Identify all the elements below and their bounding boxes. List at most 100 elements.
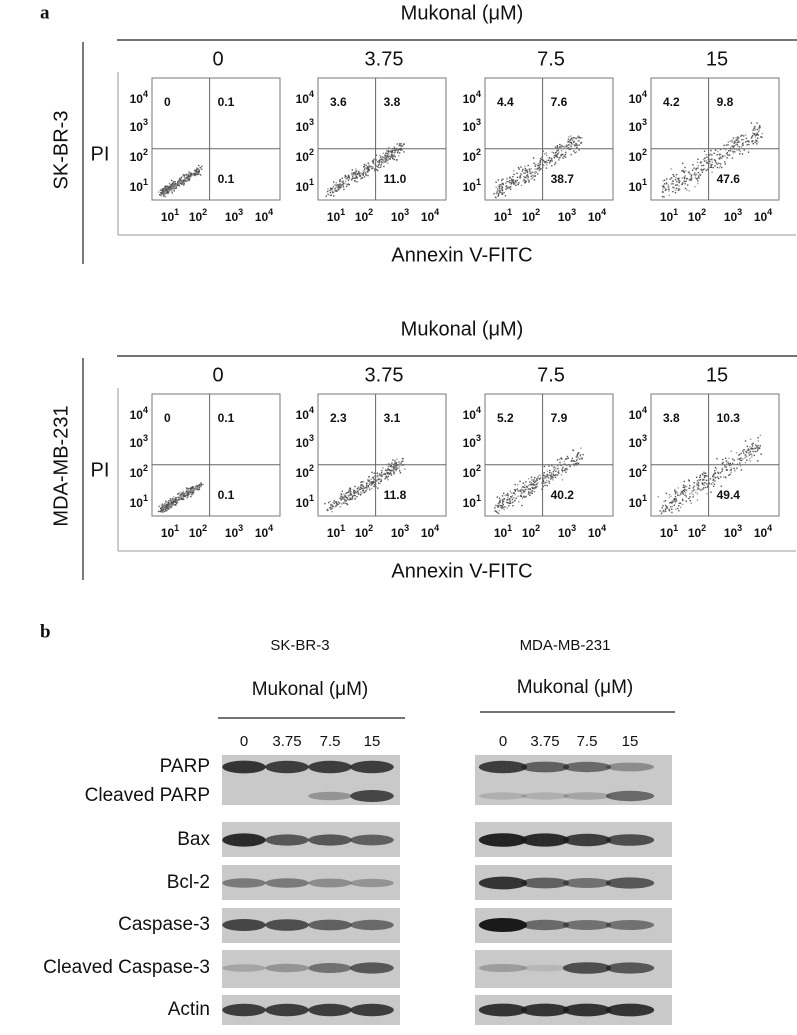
event-dot [683,480,685,483]
tick-exponent: 2 [143,147,148,157]
event-dot [561,467,564,470]
event-dot [571,457,573,460]
event-dot [388,469,390,471]
event-dot [174,499,176,501]
event-dot [674,501,677,504]
event-dot [528,181,530,183]
event-dot [702,483,704,485]
band [265,963,309,973]
event-dot [498,502,500,505]
event-dot [328,189,330,192]
event-dot [398,144,400,147]
event-dot [360,178,362,180]
tick-base: 10 [421,526,435,540]
quadrant-value: 47.6 [717,172,741,186]
event-dot [354,173,357,175]
event-dot [338,186,341,189]
event-dot [693,485,695,487]
event-dot [724,476,727,478]
event-dot [572,141,575,143]
event-dot [500,505,502,507]
event-dot [382,156,385,159]
event-dot [661,185,664,188]
event-dot [678,185,680,187]
event-dot [551,160,553,162]
event-dot [703,472,705,474]
event-dot [524,176,526,178]
event-dot [728,154,731,156]
event-dot [342,502,344,504]
tick-base: 10 [494,210,508,224]
event-dot [695,177,697,179]
event-dot [681,498,684,501]
event-dot [379,161,381,163]
event-dot [524,180,526,182]
event-dot [173,496,175,498]
tick-base: 10 [296,92,310,106]
y-tick-label: 102 [463,463,481,480]
event-dot [534,173,536,175]
lane-label: 7.5 [577,733,598,750]
event-dot [332,185,335,188]
x-tick-label: 101 [161,523,179,540]
event-dot [372,166,374,168]
event-dot [198,171,200,173]
event-dot [163,190,165,192]
event-dot [748,452,750,454]
event-dot [659,510,661,512]
event-dot [744,461,747,464]
event-dot [200,482,202,484]
event-dot [703,150,706,152]
event-dot [364,172,367,174]
event-dot [682,493,684,495]
event-dot [184,493,186,495]
tick-base: 10 [660,526,674,540]
band [222,760,266,774]
event-dot [332,186,334,189]
event-dot [683,177,686,180]
event-dot [548,465,550,467]
event-dot [497,194,500,196]
event-dot [193,174,196,176]
event-dot [741,134,743,136]
event-dot [529,488,531,490]
event-dot [348,178,351,180]
event-dot [185,174,187,176]
event-dot [368,480,370,482]
event-dot [707,168,709,171]
event-dot [716,458,718,460]
event-dot [555,154,557,156]
tick-base: 10 [463,180,477,194]
event-dot [728,150,730,152]
event-dot [384,478,386,480]
event-dot [344,182,346,185]
event-dot [356,488,358,490]
event-dot [509,498,511,500]
event-dot [179,495,182,497]
event-dot [349,494,351,496]
event-dot [751,141,753,143]
event-dot [178,183,180,185]
tick-base: 10 [688,210,702,224]
event-dot [501,187,503,190]
event-dot [715,161,717,164]
event-dot [392,467,395,469]
event-dot [497,188,499,190]
event-dot [161,193,163,195]
event-dot [581,457,583,459]
event-dot [180,177,183,179]
event-dot [552,476,554,479]
event-dot [698,485,700,487]
event-dot [683,176,685,178]
event-dot [545,154,548,157]
event-dot [744,134,747,136]
band [265,919,309,931]
event-dot [369,481,371,483]
event-dot [507,181,509,183]
event-dot [532,157,535,159]
event-dot [376,161,379,163]
event-dot [524,486,526,489]
event-dot [166,507,168,509]
tick-exponent: 3 [238,207,243,217]
event-dot [188,171,190,173]
